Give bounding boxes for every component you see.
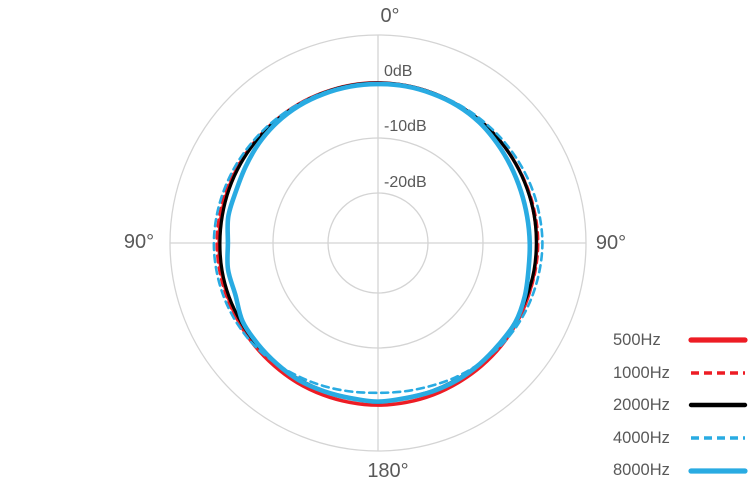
legend-item-8000hz: 8000Hz [613,454,748,487]
legend-swatch-1000hz [691,371,745,375]
legend-label: 500Hz [613,331,661,350]
angle-label-180: 180° [367,460,409,482]
legend: 500Hz 1000Hz 2000Hz 4000Hz 8000Hz [613,324,748,487]
legend-label: 2000Hz [613,396,670,415]
radial-label-0db: 0dB [382,63,415,81]
legend-item-2000hz: 2000Hz [613,389,748,422]
angle-label-90-left: 90° [123,231,155,253]
legend-item-1000hz: 1000Hz [613,357,748,390]
legend-swatch-2000hz [688,403,748,408]
series-8000hz-path [225,81,533,404]
legend-label: 8000Hz [613,461,670,480]
angle-label-90-right: 90° [595,232,627,254]
legend-label: 4000Hz [613,428,670,447]
radial-label-minus20db: -20dB [382,174,429,192]
legend-label: 1000Hz [613,363,670,382]
radial-label-minus10db: -10dB [382,118,429,136]
legend-swatch-500hz [688,337,748,343]
angle-label-0: 0° [380,5,400,27]
legend-swatch-4000hz [691,436,745,440]
legend-item-500hz: 500Hz [613,324,748,357]
legend-item-4000hz: 4000Hz [613,422,748,455]
legend-swatch-8000hz [688,468,748,474]
series-4000hz-path [212,82,544,395]
